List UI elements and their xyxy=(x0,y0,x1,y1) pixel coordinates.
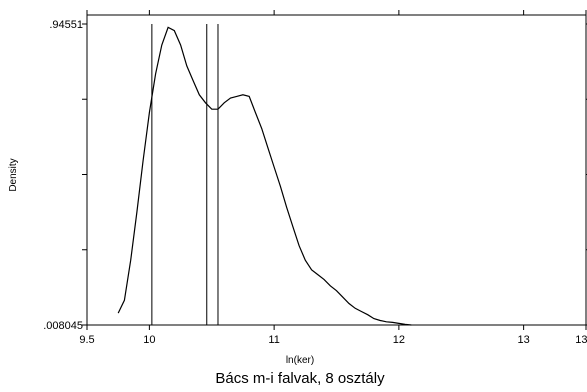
density-line xyxy=(117,26,412,326)
x-tick-label: 12 xyxy=(393,334,405,346)
x-tick-label: 9.5 xyxy=(79,334,94,346)
chart-caption: Bács m-i falvak, 8 osztály xyxy=(215,370,385,387)
y-axis-title: Density xyxy=(8,158,19,191)
x-axis-title: ln(ker) xyxy=(286,355,314,366)
x-tick-label: 11 xyxy=(268,334,279,346)
y-tick-label: .008045 xyxy=(43,320,83,332)
series-layer xyxy=(117,26,412,326)
y-axis: .008045 .94551 xyxy=(43,19,587,332)
x-axis: 9.5 10 11 12 13 13.5 xyxy=(79,10,587,346)
y-tick-label: .94551 xyxy=(49,19,83,31)
plot-frame xyxy=(86,14,587,326)
x-tick-label: 13 xyxy=(518,334,530,346)
x-tick-label: 10 xyxy=(143,334,155,346)
reference-lines xyxy=(151,24,219,325)
x-tick-label: 13.5 xyxy=(575,334,587,346)
